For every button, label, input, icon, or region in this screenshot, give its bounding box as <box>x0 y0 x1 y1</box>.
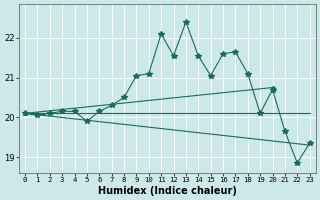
X-axis label: Humidex (Indice chaleur): Humidex (Indice chaleur) <box>98 186 237 196</box>
